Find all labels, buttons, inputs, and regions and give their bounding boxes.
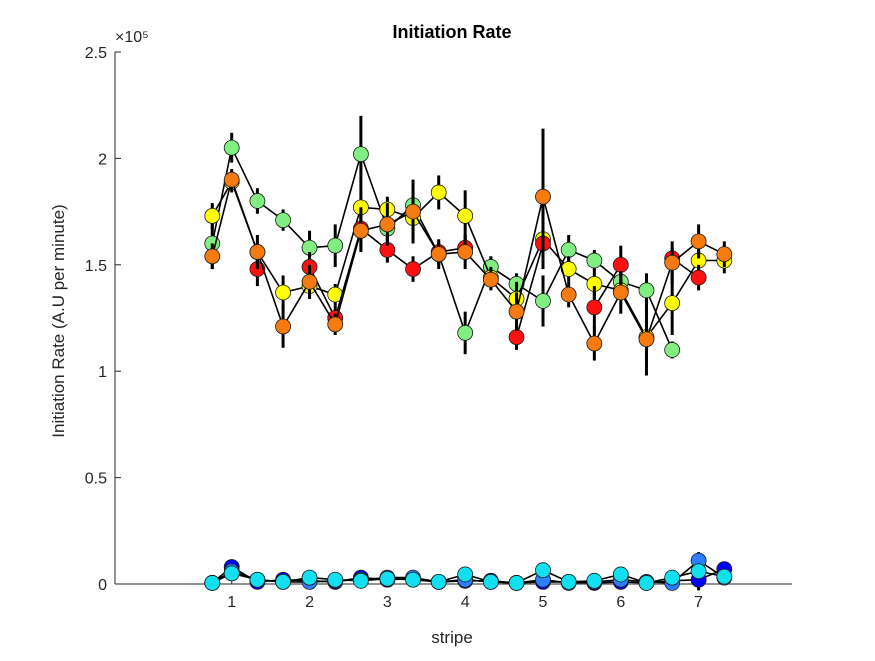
series-3 <box>204 128 733 376</box>
data-point <box>223 139 240 156</box>
data-point <box>275 212 291 229</box>
data-point <box>457 207 474 224</box>
data-point <box>508 575 525 591</box>
x-axis-label: stripe <box>431 628 473 647</box>
data-point <box>249 571 266 588</box>
series-line <box>515 243 544 338</box>
y-tick-label: 1 <box>98 364 107 381</box>
x-tick-label: 3 <box>383 594 392 611</box>
x-tick-label: 7 <box>694 594 703 611</box>
x-tick-label: 5 <box>539 594 548 611</box>
data-point <box>664 569 681 586</box>
data-point <box>457 566 474 583</box>
data-point <box>716 568 733 585</box>
data-point <box>223 171 240 188</box>
data-point <box>535 188 551 205</box>
data-point <box>457 244 474 260</box>
x-tick-label: 6 <box>616 594 625 611</box>
data-point <box>249 193 266 209</box>
data-point <box>586 572 603 589</box>
data-point <box>352 146 369 163</box>
axes: 1 2 3 4 5 6 7 0 0.5 1 1.5 2 2.5 <box>85 45 792 611</box>
y-tick-label: 2.5 <box>85 45 107 62</box>
data-point <box>664 342 681 358</box>
data-point <box>301 273 318 290</box>
data-point <box>457 324 474 341</box>
data-point <box>301 569 318 586</box>
data-point <box>482 573 499 590</box>
data-point <box>275 318 291 335</box>
data-point <box>430 184 447 201</box>
data-point <box>430 246 447 263</box>
data-point <box>204 575 221 591</box>
y-tick-label: 0 <box>98 577 107 594</box>
x-tick-label: 4 <box>461 594 470 611</box>
data-point <box>664 295 681 312</box>
y-tick-label: 2 <box>98 151 107 168</box>
data-point <box>612 284 629 301</box>
data-point <box>405 571 421 588</box>
y-exponent-label: ×10⁵ <box>115 29 149 46</box>
data-point <box>430 573 447 590</box>
data-point <box>612 566 629 583</box>
data-point <box>612 256 629 273</box>
data-point <box>638 331 655 348</box>
data-point <box>204 207 221 224</box>
data-point <box>560 573 577 590</box>
data-point <box>352 222 369 239</box>
data-point <box>379 570 396 587</box>
data-point <box>690 563 707 580</box>
data-point <box>275 573 291 590</box>
series-line <box>593 264 622 308</box>
y-tick-label: 1.5 <box>85 258 107 275</box>
data-point <box>535 293 551 309</box>
x-tick-label: 1 <box>227 594 236 611</box>
data-point <box>638 282 655 299</box>
data-point <box>586 252 603 269</box>
data-point <box>638 575 655 591</box>
data-point <box>275 284 291 301</box>
data-point <box>379 216 396 233</box>
data-point <box>508 329 525 346</box>
data-point <box>535 562 551 579</box>
data-point <box>508 303 525 320</box>
data-point <box>249 244 266 260</box>
data-point <box>327 237 344 254</box>
data-point <box>223 565 240 582</box>
data-point <box>560 286 577 303</box>
data-point <box>352 572 369 589</box>
data-point <box>327 316 344 333</box>
chart-title: Initiation Rate <box>392 22 511 42</box>
y-axis-label: Initiation Rate (A.U per minute) <box>49 204 68 437</box>
data-point <box>586 335 603 352</box>
data-point <box>204 248 221 265</box>
data-point <box>690 269 707 286</box>
data-point <box>586 299 603 316</box>
data-point <box>690 233 707 250</box>
data-point <box>560 242 577 258</box>
data-point <box>482 271 499 288</box>
data-point <box>405 261 421 277</box>
series-layer <box>204 115 733 591</box>
data-point <box>664 254 681 271</box>
x-tick-label: 2 <box>305 594 314 611</box>
series-6 <box>204 562 733 591</box>
y-tick-label: 0.5 <box>85 471 107 488</box>
data-point <box>327 571 344 588</box>
data-point <box>405 203 421 220</box>
data-point <box>716 246 733 263</box>
